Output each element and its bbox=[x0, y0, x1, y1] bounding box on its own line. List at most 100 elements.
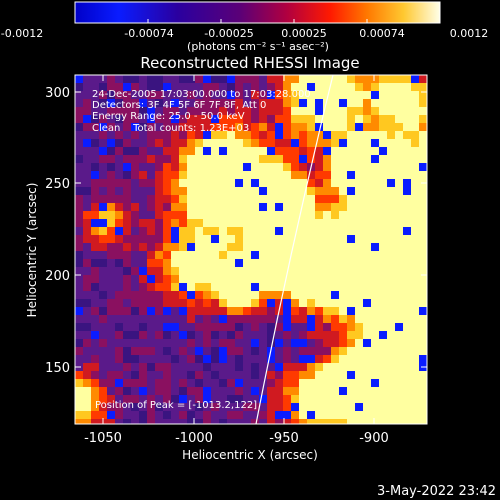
image-pixel bbox=[187, 259, 195, 267]
image-pixel bbox=[107, 283, 115, 291]
image-pixel bbox=[123, 275, 131, 283]
image-pixel bbox=[163, 131, 171, 139]
image-pixel bbox=[411, 155, 419, 163]
image-pixel bbox=[259, 283, 267, 291]
image-pixel bbox=[267, 275, 275, 283]
image-pixel bbox=[243, 379, 251, 387]
image-pixel bbox=[283, 403, 291, 411]
image-pixel bbox=[339, 75, 347, 83]
image-pixel bbox=[323, 83, 331, 91]
image-pixel bbox=[419, 291, 427, 299]
image-pixel bbox=[163, 379, 171, 387]
image-pixel bbox=[123, 371, 131, 379]
image-pixel bbox=[395, 259, 403, 267]
image-pixel bbox=[299, 355, 307, 363]
image-pixel bbox=[259, 155, 267, 163]
image-pixel bbox=[355, 275, 363, 283]
image-pixel bbox=[163, 179, 171, 187]
image-pixel bbox=[339, 107, 347, 115]
image-pixel bbox=[251, 235, 259, 243]
image-pixel bbox=[75, 371, 83, 379]
image-pixel bbox=[243, 291, 251, 299]
image-pixel bbox=[203, 195, 211, 203]
image-pixel bbox=[379, 403, 387, 411]
image-pixel bbox=[307, 283, 315, 291]
image-pixel bbox=[139, 251, 147, 259]
image-pixel bbox=[347, 323, 355, 331]
image-pixel bbox=[419, 315, 427, 323]
image-pixel bbox=[371, 395, 379, 403]
image-pixel bbox=[187, 235, 195, 243]
image-pixel bbox=[307, 211, 315, 219]
image-pixel bbox=[131, 131, 139, 139]
image-pixel bbox=[227, 91, 235, 99]
image-pixel bbox=[339, 259, 347, 267]
image-pixel bbox=[387, 155, 395, 163]
image-pixel bbox=[395, 211, 403, 219]
image-pixel bbox=[339, 219, 347, 227]
image-pixel bbox=[123, 155, 131, 163]
image-pixel bbox=[227, 259, 235, 267]
image-pixel bbox=[267, 243, 275, 251]
image-pixel bbox=[83, 299, 91, 307]
image-pixel bbox=[251, 155, 259, 163]
image-pixel bbox=[123, 91, 131, 99]
image-pixel bbox=[123, 411, 131, 419]
image-pixel bbox=[315, 267, 323, 275]
image-pixel bbox=[123, 115, 131, 123]
image-pixel bbox=[155, 163, 163, 171]
image-pixel bbox=[299, 203, 307, 211]
image-pixel bbox=[299, 419, 307, 424]
image-pixel bbox=[243, 355, 251, 363]
image-pixel bbox=[347, 123, 355, 131]
image-pixel bbox=[235, 179, 243, 187]
image-pixel bbox=[203, 83, 211, 91]
image-pixel bbox=[83, 107, 91, 115]
image-pixel bbox=[323, 323, 331, 331]
image-pixel bbox=[243, 331, 251, 339]
image-pixel bbox=[315, 283, 323, 291]
image-pixel bbox=[355, 251, 363, 259]
image-pixel bbox=[267, 291, 275, 299]
image-pixel bbox=[419, 403, 427, 411]
image-pixel bbox=[131, 243, 139, 251]
image-pixel bbox=[115, 339, 123, 347]
image-pixel bbox=[267, 147, 275, 155]
image-pixel bbox=[147, 171, 155, 179]
image-pixel bbox=[251, 251, 259, 259]
image-pixel bbox=[299, 147, 307, 155]
image-pixel bbox=[171, 91, 179, 99]
image-pixel bbox=[275, 139, 283, 147]
image-pixel bbox=[347, 187, 355, 195]
image-pixel bbox=[243, 323, 251, 331]
image-pixel bbox=[379, 187, 387, 195]
image-pixel bbox=[363, 339, 371, 347]
image-pixel bbox=[411, 419, 419, 424]
image-pixel bbox=[179, 267, 187, 275]
image-pixel bbox=[355, 83, 363, 91]
image-pixel bbox=[123, 387, 131, 395]
image-pixel bbox=[171, 123, 179, 131]
image-pixel bbox=[171, 251, 179, 259]
image-pixel bbox=[123, 171, 131, 179]
image-pixel bbox=[179, 115, 187, 123]
image-pixel bbox=[315, 315, 323, 323]
image-pixel bbox=[395, 411, 403, 419]
image-pixel bbox=[235, 411, 243, 419]
image-pixel bbox=[147, 131, 155, 139]
image-pixel bbox=[339, 379, 347, 387]
image-pixel bbox=[155, 291, 163, 299]
image-pixel bbox=[363, 211, 371, 219]
image-pixel bbox=[235, 187, 243, 195]
image-pixel bbox=[363, 195, 371, 203]
image-pixel bbox=[107, 123, 115, 131]
image-pixel bbox=[123, 323, 131, 331]
x-tick-label: -900 bbox=[359, 431, 389, 446]
image-pixel bbox=[291, 379, 299, 387]
image-pixel bbox=[371, 147, 379, 155]
image-pixel bbox=[227, 243, 235, 251]
image-pixel bbox=[251, 195, 259, 203]
image-pixel bbox=[155, 379, 163, 387]
image-pixel bbox=[379, 387, 387, 395]
image-pixel bbox=[315, 187, 323, 195]
